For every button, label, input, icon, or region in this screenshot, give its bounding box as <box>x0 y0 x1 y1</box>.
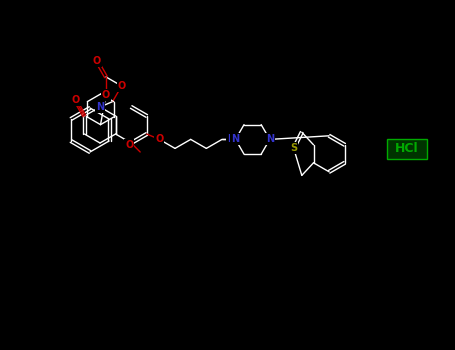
Text: N: N <box>266 134 274 145</box>
Text: HCl: HCl <box>395 142 419 155</box>
FancyBboxPatch shape <box>387 139 427 159</box>
Text: O: O <box>155 134 163 145</box>
Text: N: N <box>232 134 240 145</box>
Text: S: S <box>290 144 297 153</box>
Text: O: O <box>93 56 101 66</box>
Text: O: O <box>125 140 133 150</box>
Text: O: O <box>71 95 80 105</box>
Text: O: O <box>117 81 126 91</box>
Text: O: O <box>102 90 110 100</box>
Text: N: N <box>96 102 104 112</box>
Text: N: N <box>227 134 235 145</box>
